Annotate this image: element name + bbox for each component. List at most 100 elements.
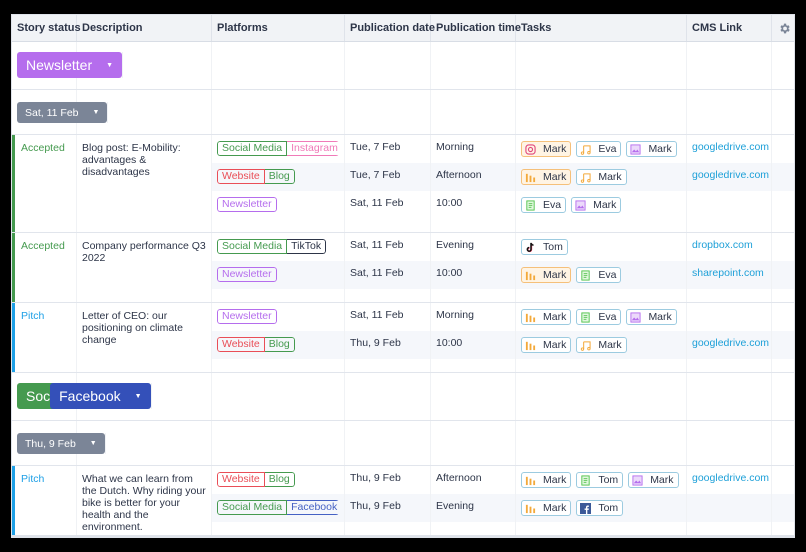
story-status[interactable]: Pitch [12, 303, 77, 372]
column-header-cms-link[interactable]: CMS Link [687, 15, 772, 41]
document-icon [580, 474, 591, 486]
publication-date[interactable]: Tue, 7 Feb [345, 163, 431, 191]
publication-item-row[interactable]: Website Blog Tue, 7 Feb Afternoon Mark Mark go… [212, 163, 794, 191]
music-icon [580, 172, 591, 183]
publication-time[interactable]: 10:00 [431, 261, 516, 289]
publication-time[interactable]: Afternoon [431, 466, 516, 494]
task-chip[interactable]: Mark [521, 472, 572, 488]
publication-date[interactable]: Thu, 9 Feb [345, 494, 431, 522]
platform-tag[interactable]: Newsletter [217, 197, 277, 212]
publication-time[interactable]: Morning [431, 135, 516, 163]
cms-link[interactable]: googledrive.com [692, 472, 770, 484]
column-header-publication-time[interactable]: Publication time [431, 15, 521, 41]
publication-item-row[interactable]: Social Media Facebook Thu, 9 Feb Evening Mar… [212, 494, 794, 522]
publication-item-row[interactable]: Social Media TikTok Sat, 11 Feb Evening Tom d… [212, 233, 794, 261]
column-header-tasks[interactable]: Tasks [516, 15, 687, 41]
publication-item-row[interactable]: Newsletter Sat, 11 Feb Morning Mark Eva Mark [212, 303, 794, 331]
publication-date[interactable]: Thu, 9 Feb [345, 331, 431, 359]
empty-cell [772, 163, 794, 191]
task-chip[interactable]: Mark [521, 500, 572, 516]
task-chip[interactable]: Tom [576, 500, 624, 516]
platform-tag[interactable]: Website Blog [217, 169, 295, 184]
group-pill-newsletter[interactable]: Newsletter ▼ [17, 52, 123, 78]
story-description[interactable]: Letter of CEO: our positioning on climat… [77, 303, 212, 372]
group-header-row: Newsletter ▼ [12, 42, 794, 90]
story-status[interactable]: Pitch [12, 466, 77, 535]
platform-tag[interactable]: Website Blog [217, 472, 295, 487]
platform-tag[interactable]: Social Media TikTok [217, 239, 327, 254]
cms-link[interactable]: googledrive.com [692, 169, 770, 181]
story-status[interactable]: Accepted [12, 233, 77, 302]
task-chip[interactable]: Eva [576, 309, 622, 325]
publication-date[interactable]: Thu, 9 Feb [345, 466, 431, 494]
story-status[interactable]: Accepted [12, 135, 77, 232]
publication-item-row[interactable]: Newsletter Sat, 11 Feb 10:00 Mark Eva sharepo… [212, 261, 794, 289]
publication-time[interactable]: Evening [431, 233, 516, 261]
publication-time[interactable]: Morning [431, 303, 516, 331]
story-row[interactable]: Pitch Letter of CEO: our positioning on c… [12, 303, 794, 373]
publication-date[interactable]: Sat, 11 Feb [345, 233, 431, 261]
task-chip[interactable]: Mark [576, 169, 627, 185]
cms-link[interactable]: dropbox.com [692, 239, 753, 251]
task-chip[interactable]: Mark [576, 337, 627, 353]
story-description[interactable]: Company performance Q3 2022 [77, 233, 212, 302]
task-chip[interactable]: Mark [521, 267, 572, 283]
column-header-description[interactable]: Description [77, 15, 212, 41]
date-group-pill[interactable]: Sat, 11 Feb ▼ [17, 102, 108, 123]
empty-cell [516, 289, 687, 302]
column-header-publication-date[interactable]: Publication date [345, 15, 435, 41]
date-group-row: Sat, 11 Feb ▼ [12, 90, 794, 135]
publication-date[interactable]: Sat, 11 Feb [345, 261, 431, 289]
publication-item-row[interactable]: Website Blog Thu, 9 Feb Afternoon Mark Tom Mar… [212, 466, 794, 494]
platform-tag[interactable]: Website Blog [217, 337, 295, 352]
publication-time[interactable]: Afternoon [431, 163, 516, 191]
task-chip[interactable]: Mark [521, 141, 572, 157]
task-chip[interactable]: Mark [626, 309, 677, 325]
task-chip[interactable]: Tom [576, 472, 624, 488]
cms-link[interactable]: sharepoint.com [692, 267, 764, 279]
publication-item-row[interactable]: Website Blog Thu, 9 Feb 10:00 Mark Mark google… [212, 331, 794, 359]
publication-item-row[interactable]: Social Media Instagram Tue, 7 Feb Morning Ma… [212, 135, 794, 163]
story-description[interactable]: What we can learn from the Dutch. Why ri… [77, 466, 212, 535]
task-chip[interactable]: Mark [521, 309, 572, 325]
platform-tag[interactable]: Newsletter [217, 267, 277, 282]
story-description[interactable]: Blog post: E-Mobility: advantages & disa… [77, 135, 212, 232]
chart-icon [525, 312, 536, 323]
task-chip[interactable]: Mark [626, 141, 677, 157]
tasks-cell: Mark Tom [516, 494, 687, 522]
task-chip[interactable]: Tom [521, 239, 568, 255]
document-icon [525, 199, 536, 211]
column-header-platforms[interactable]: Platforms [212, 15, 345, 41]
platform-tag[interactable]: Social Media Facebook [217, 500, 339, 515]
publication-item-row[interactable]: Newsletter Sat, 11 Feb 10:00 Eva Mark [212, 191, 794, 219]
column-header-story-status[interactable]: Story status [12, 15, 81, 41]
cms-link[interactable]: googledrive.com [692, 141, 770, 153]
publication-time[interactable]: 10:00 [431, 191, 516, 219]
story-row[interactable]: Pitch What we can learn from the Dutch. W… [12, 466, 794, 536]
story-row[interactable]: Accepted Company performance Q3 2022 Socia… [12, 233, 794, 303]
publication-date[interactable]: Sat, 11 Feb [345, 303, 431, 331]
task-chip[interactable]: Mark [628, 472, 679, 488]
group-pill-facebook[interactable]: Facebook ▼ [50, 383, 151, 409]
publication-date[interactable]: Sat, 11 Feb [345, 191, 431, 219]
task-chip[interactable]: Eva [521, 197, 567, 213]
caret-down-icon: ▼ [92, 109, 100, 116]
platforms-cell: Website Blog [212, 163, 345, 191]
publication-date[interactable]: Tue, 7 Feb [345, 135, 431, 163]
task-assignee: Mark [543, 143, 567, 155]
task-chip[interactable]: Eva [576, 141, 622, 157]
story-row[interactable]: Accepted Blog post: E-Mobility: advantage… [12, 135, 794, 233]
platform-tag[interactable]: Social Media Instagram [217, 141, 339, 156]
cms-link[interactable]: googledrive.com [692, 337, 770, 349]
empty-cell [772, 289, 794, 302]
platform-tag[interactable]: Newsletter [217, 309, 277, 324]
task-chip[interactable]: Mark [521, 169, 572, 185]
task-chip[interactable]: Mark [521, 337, 572, 353]
task-chip[interactable]: Eva [576, 267, 622, 283]
settings-button[interactable] [772, 15, 794, 41]
platforms-cell: Newsletter [212, 261, 345, 289]
publication-time[interactable]: Evening [431, 494, 516, 522]
date-group-pill[interactable]: Thu, 9 Feb ▼ [17, 433, 105, 454]
task-chip[interactable]: Mark [571, 197, 622, 213]
publication-time[interactable]: 10:00 [431, 331, 516, 359]
